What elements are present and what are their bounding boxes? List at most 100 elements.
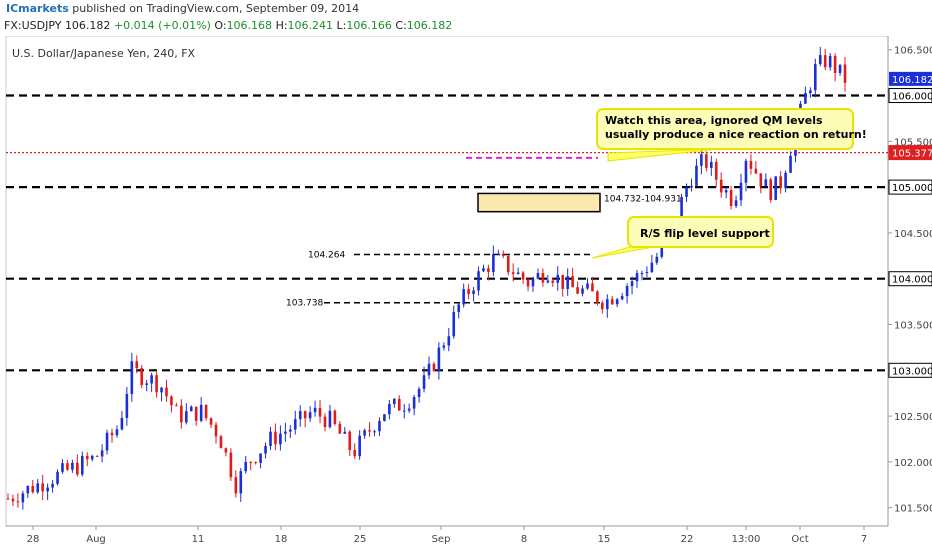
level-tag: [888, 179, 932, 195]
close-label: C:: [395, 19, 407, 32]
candle-body: [165, 387, 168, 397]
candle-body: [120, 417, 124, 430]
candle-body: [313, 407, 317, 413]
level-tag: [888, 88, 932, 104]
candle-body: [279, 433, 282, 445]
candle-body: [591, 283, 594, 292]
candle-body: [779, 176, 782, 189]
candle-body: [269, 431, 272, 446]
candle-body: [625, 286, 629, 297]
callout-text: R/S flip level support: [640, 227, 770, 240]
y-tick-label: 102.000: [894, 458, 932, 469]
candle-body: [224, 448, 228, 453]
candle-body: [769, 179, 773, 201]
candle-body: [145, 383, 148, 385]
candle-body: [368, 430, 371, 432]
level-tag: [888, 362, 932, 378]
candle-body: [724, 190, 728, 193]
publisher-line: ICmarkets published on TradingView.com, …: [6, 2, 359, 15]
callout-pointer: [607, 148, 719, 162]
callout-text: Watch this area, ignored QM levels: [605, 114, 823, 127]
candle-body: [363, 430, 366, 436]
candle-body: [185, 411, 188, 423]
candle-body: [16, 501, 20, 503]
candle-body: [21, 493, 25, 503]
y-tick-label: 104.500: [894, 229, 932, 240]
candle-body: [402, 410, 406, 412]
candle-body: [719, 179, 723, 193]
candle-body: [194, 406, 198, 421]
candle-body: [477, 271, 480, 291]
x-tick-label: Aug: [86, 534, 106, 545]
candle-body: [239, 471, 243, 494]
candle-body: [610, 299, 614, 305]
y-tick-label: 102.500: [894, 412, 932, 423]
candle-body: [814, 64, 817, 91]
x-tick-label: 11: [192, 534, 205, 545]
candle-body: [56, 471, 59, 484]
candle-body: [630, 281, 634, 287]
candle-body: [204, 404, 208, 419]
candle-body: [46, 487, 49, 492]
candle-body: [650, 262, 654, 273]
candle-body: [383, 414, 386, 421]
x-tick-label: 22: [681, 534, 694, 545]
candle-body: [298, 411, 302, 420]
candle-body: [318, 407, 322, 417]
candle-body: [492, 253, 495, 272]
brand-link[interactable]: ICmarkets: [6, 2, 69, 15]
x-tick-label: 13:00: [732, 534, 761, 545]
candle-body: [645, 272, 649, 274]
candle-body: [61, 463, 64, 472]
candle-body: [700, 154, 703, 166]
candle-body: [828, 56, 832, 68]
candle-body: [199, 404, 203, 421]
candle-body: [130, 361, 134, 394]
candle-body: [343, 431, 347, 434]
candle-body: [41, 483, 44, 492]
candle-body: [110, 432, 114, 436]
candle-body: [764, 179, 768, 187]
candle-body: [229, 452, 233, 478]
candle-body: [338, 423, 342, 434]
candle-body: [680, 196, 683, 220]
candle-body: [690, 185, 693, 188]
high-label: H:: [275, 19, 288, 32]
candle-body: [170, 396, 173, 406]
candle-body: [323, 416, 327, 428]
candle-body: [95, 455, 99, 457]
candle-body: [6, 498, 10, 500]
candle-body: [155, 375, 158, 393]
candle-body: [373, 431, 376, 433]
candle-body: [804, 93, 807, 104]
candle-body: [729, 190, 733, 206]
candle-body: [576, 287, 579, 294]
candle-body: [452, 311, 456, 337]
chart-header: ICmarkets published on TradingView.com, …: [0, 0, 932, 36]
candle-body: [85, 455, 89, 460]
price-chart[interactable]: 106.500 106.000 105.500 105.000 104.500 104.0…: [0, 36, 932, 550]
candle-body: [249, 461, 252, 463]
candle-body: [432, 363, 436, 371]
candle-body: [660, 241, 664, 257]
candle-body: [393, 398, 396, 405]
last-price-tag: [889, 71, 932, 86]
candle-body: [140, 368, 144, 385]
candle-body: [31, 486, 35, 493]
candle-body: [487, 268, 490, 272]
candle-body: [71, 462, 74, 470]
candle-body: [759, 173, 763, 187]
candle-body: [809, 90, 812, 94]
candle-body: [843, 64, 847, 83]
candle-body: [457, 304, 461, 312]
candle-body: [556, 274, 560, 283]
candle-body: [80, 455, 84, 475]
candle-body: [710, 162, 713, 168]
y-tick-label: 103.500: [894, 321, 932, 332]
candle-body: [76, 462, 79, 475]
short-level-label: 104.264: [308, 251, 345, 261]
low-label: L:: [336, 19, 347, 32]
candle-body: [472, 290, 475, 294]
candle-body: [293, 419, 297, 430]
x-tick-label: 18: [275, 534, 288, 545]
